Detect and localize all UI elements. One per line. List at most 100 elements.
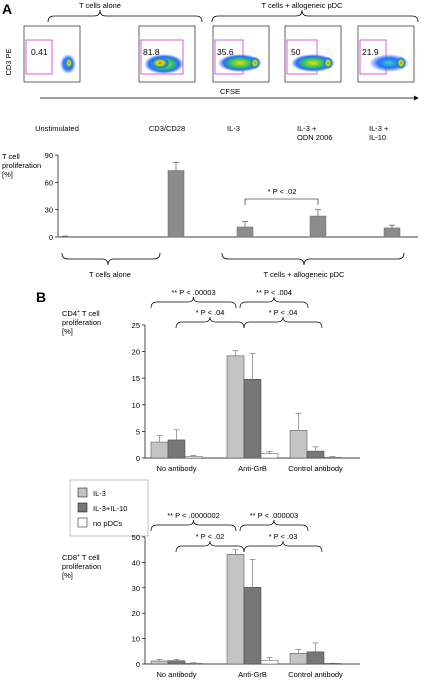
chart-a-bar [236,226,254,238]
flow-gate-value: 50 [291,47,301,57]
chart-a-ytick-label: 30 [45,206,53,215]
flow-plot-cd3cd28: 81.8 [138,25,196,83]
flow-population-core [65,57,73,69]
annB2-brace [150,519,237,532]
flow-plot-unstimulated: 0.41 [23,25,81,83]
legend: IL-3 IL-3+IL-10 no pDCs [69,479,149,537]
chart-a-brace-right [221,252,405,266]
chartB1-ytick-label: 15 [132,374,140,383]
chartB2-bar [167,660,186,665]
chartB1-ytick-label: 5 [136,427,140,436]
chartB2-ytick-label: 20 [132,609,140,618]
condition-label-line: CD3/CD28 [149,124,185,133]
flow-gate-value: 35.6 [217,47,234,57]
flow-population-core [250,57,260,69]
flow-group-right-label: T cells + allogeneic pDC [262,1,344,10]
flow-gate-value: 21.9 [362,47,379,57]
annB2-brace [243,540,323,553]
chartB1-bar [226,355,245,459]
chartB2-bar [243,587,262,665]
condition-label: IL-3 + IL-10 [369,124,389,142]
condition-label: IL-3 + ODN 2006 [297,124,332,142]
chartB2-ytick-label: 10 [132,635,140,644]
flow-plot-frame [212,25,270,83]
chart-b2-annotations: ** P < .0000002 * P < .02 ** P < .000003 * … [150,511,323,553]
legend-label-no-pdcs: no pDCs [93,519,122,528]
chartB1-ytick-label: 0 [136,454,140,463]
condition-label-line: Unstimulated [35,124,79,133]
chartB1-bar [306,450,325,459]
legend-swatch-il3 [77,487,88,498]
chart-a-ylabel: T cell proliferation [%] [2,152,41,179]
condition-label-line: IL-3 + [297,124,317,133]
chart-a-bar [383,227,401,238]
condition-label: IL-3 [227,124,240,133]
flow-plot-il3: 35.6 [212,25,270,83]
chartB1-bar [260,453,279,459]
condition-label: CD3/CD28 [149,124,185,133]
chartB2-category-label: Anti-GrB [238,670,267,679]
chartB1-category-label: Control antibody [288,464,343,473]
chart-b2-ylabel-line2: proliferation [62,562,101,571]
chartB1-category-label: Anti-GrB [238,464,267,473]
chart-a-bar [309,215,327,238]
chart-b2-ylabel-line3: [%] [62,571,73,580]
panel-a-label: A [2,1,12,17]
chart-b1-ylabel-line2: proliferation [62,318,101,327]
chartB2-ytick-label: 40 [132,558,140,567]
condition-label-line: IL-3 [227,124,240,133]
annB2-label: * P < .02 [196,532,225,541]
annB1-brace [175,316,245,329]
chartB2-bar [150,660,169,665]
condition-label-line: IL-10 [369,133,386,142]
chart-a-bar [167,170,185,238]
flow-gate [140,39,184,75]
chartB2-category-label: No antibody [156,670,196,679]
chartB2-category-label: Control antibody [288,670,343,679]
legend-swatch-il3-il10 [77,502,88,513]
significance-a-label: * P < .02 [268,187,297,196]
annB2-label: * P < .03 [269,532,298,541]
flow-gate-value: 0.41 [31,47,48,57]
flow-x-axis-label: CFSE [220,87,240,96]
panel-b-label: B [36,289,46,305]
chartB1-bar [289,430,308,459]
annB1-label: ** P < .00003 [171,288,215,297]
chart-b2: 0 10 20 30 40 50 No antibody Anti-GrB Control an… [132,533,360,679]
flow-gate [25,39,53,75]
annB1-brace [150,296,237,309]
chartB1-bar [167,439,186,459]
chart-a-ytick-label: 60 [45,178,53,187]
flow-y-axis-label: CD3 PE [4,48,13,75]
flow-plots: 0.41 81.8 35.6 50 [23,25,415,83]
chart-a-ytick-label: 90 [45,151,53,160]
chartB2-ytick-label: 30 [132,584,140,593]
annB1-brace [239,296,309,309]
chartB2-ytick-label: 50 [132,533,140,542]
annB2-label: ** P < .000003 [250,511,298,520]
flow-population [291,54,335,72]
chart-a: 0 30 60 90 [45,151,418,242]
flow-population-core [323,57,333,69]
annB2-brace [239,519,309,532]
chartB2-bar [184,662,203,665]
flow-population [218,54,262,72]
chart-a-ytick-label: 0 [49,233,53,242]
condition-label-line: ODN 2006 [297,133,332,142]
legend-swatch-no-pdcs [77,517,88,528]
chart-b1-ylabel-line3: [%] [62,327,73,336]
chart-a-ylabel-line: T cell [2,152,20,161]
chart-b2-ylabel: CD8+ T cell proliferation [%] [62,553,103,580]
chartB1-bar [150,441,169,459]
flow-brace-right [211,9,419,23]
chart-a-braces [61,252,405,266]
chart-a-bracket-right-label: T cells + allogeneic pDC [264,270,346,279]
condition-label: Unstimulated [35,124,79,133]
legend-label-il3-il10: IL-3+IL-10 [93,504,127,513]
chart-a-bracket-left-label: T cells alone [89,270,131,279]
chartB1-bar [243,379,262,459]
chartB2-bar [260,659,279,665]
chartB2-bar [226,554,245,665]
chartB2-ytick-label: 0 [136,660,140,669]
